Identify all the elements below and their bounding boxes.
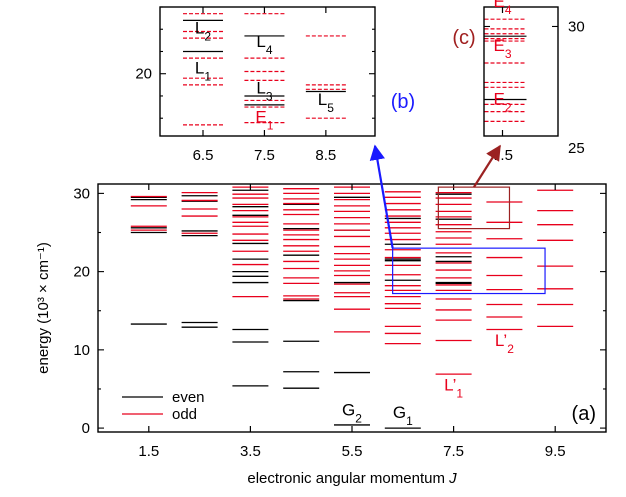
zoom-box-c <box>437 186 511 230</box>
panel-label-a: (a) <box>572 403 596 425</box>
level-annotation: E2 <box>493 89 511 114</box>
panel-b: 6.5 7.5 8.5 20 L2 L1 L4 L3 E1 L5 (b) <box>135 6 415 164</box>
level-annotation: L’2 <box>495 331 514 356</box>
y-tick-label: 30 <box>73 185 90 202</box>
level-annotation: L5 <box>318 90 334 115</box>
level-annotation: L’1 <box>444 376 463 401</box>
legend-odd-label: odd <box>172 406 197 423</box>
level-annotation: E1 <box>255 108 273 133</box>
y-tick-label: 20 <box>135 66 152 83</box>
level-annotation: E4 <box>493 0 511 17</box>
zoom-box-b <box>392 247 546 295</box>
level-annotation: L1 <box>195 59 211 84</box>
panel-label-b: (b) <box>391 91 415 113</box>
y-tick-label: 30 <box>568 18 585 35</box>
y-tick-label: 0 <box>82 420 90 437</box>
x-tick-label: 6.5 <box>193 147 214 164</box>
level-annotation: G2 <box>342 401 362 426</box>
level-annotation: L2 <box>195 19 211 44</box>
x-tick-label: 1.5 <box>138 443 159 460</box>
x-tick-label: 8.5 <box>315 147 336 164</box>
x-tick-label: 3.5 <box>240 443 261 460</box>
y-tick-label: 20 <box>73 264 90 281</box>
y-axis-title: energy (10³ × cm⁻¹) <box>35 242 52 374</box>
zoom-arrows <box>369 144 501 249</box>
panel-a: 1.5 3.5 5.5 7.5 9.5 0 10 20 30 G2 G1 L’1 L’2 (a) eveno… <box>35 183 607 487</box>
level-lines-b <box>183 13 346 126</box>
level-annotation: L3 <box>256 79 272 104</box>
y-tick-label: 10 <box>73 342 90 359</box>
x-tick-label: 7.5 <box>254 147 275 164</box>
panel-label-c: (c) <box>452 27 475 49</box>
y-tick-label: 25 <box>568 140 585 157</box>
level-annotation: G1 <box>393 403 413 428</box>
legend-even-label: even <box>172 389 205 406</box>
x-tick-label: 5.5 <box>342 443 363 460</box>
x-axis-title: electronic angular momentum J <box>247 470 457 487</box>
level-annotation: L4 <box>256 32 272 57</box>
x-tick-label: 9.5 <box>545 443 566 460</box>
level-lines-c <box>484 18 527 122</box>
arrow-to-panel-b <box>369 144 394 249</box>
plot-frame-b <box>159 6 376 137</box>
arrow-to-panel-c <box>472 144 501 188</box>
level-annotation: E3 <box>493 36 511 61</box>
x-tick-label: 7.5 <box>443 443 464 460</box>
plot-frame-c <box>483 6 559 137</box>
